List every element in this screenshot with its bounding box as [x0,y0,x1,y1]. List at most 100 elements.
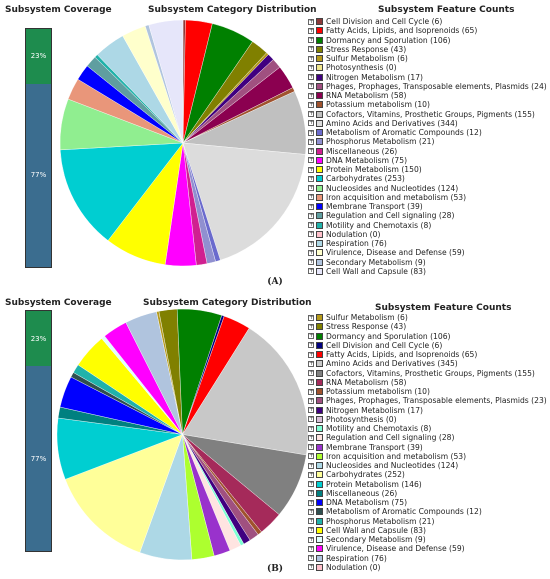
expand-icon[interactable]: + [308,387,315,395]
legend-label: Potassium metabolism (10) [326,100,430,110]
expand-icon[interactable]: + [308,489,315,497]
expand-icon[interactable]: + [308,110,315,118]
legend-item: + Nucleosides and Nucleotides (124) [308,461,547,470]
expand-icon[interactable]: + [308,45,315,53]
legend-label: Respiration (76) [326,239,387,249]
legend-swatch [316,536,323,544]
legend-item: + Membrane Transport (39) [308,202,547,211]
expand-icon[interactable]: + [308,100,315,108]
legend-label: Nucleosides and Nucleotides (124) [326,183,459,193]
legend-swatch [316,563,323,571]
expand-icon[interactable]: + [308,73,315,81]
legend-label: Phosphorus Metabolism (21) [326,137,435,147]
coverage-bar: 23% 77% [25,310,52,552]
legend-swatch [316,462,323,470]
legend-item: + Cofactors, Vitamins, Prosthetic Groups,… [308,110,547,119]
legend-label: Carbohydrates (253) [326,174,405,184]
pie-slice [182,327,309,456]
expand-icon[interactable]: + [308,443,315,451]
expand-icon[interactable]: + [308,267,315,275]
legend-item: + Photosynthesis (0) [308,415,547,424]
expand-icon[interactable]: + [308,332,315,340]
expand-icon[interactable]: + [308,193,315,201]
legend-item: + Potassium metabolism (10) [308,100,547,109]
legend-item: + Regulation and Cell signaling (28) [308,211,547,220]
legend-item: + RNA Metabolism (58) [308,91,547,100]
expand-icon[interactable]: + [308,424,315,432]
legend-item: + DNA Metabolism (75) [308,156,547,165]
legend-swatch [316,443,323,451]
expand-icon[interactable]: + [308,507,315,515]
expand-icon[interactable]: + [308,406,315,414]
legend-label: Nodulation (0) [326,562,381,572]
expand-icon[interactable]: + [308,470,315,478]
legend-item: + Nucleosides and Nucleotides (124) [308,184,547,193]
expand-icon[interactable]: + [308,396,315,404]
expand-icon[interactable]: + [308,91,315,99]
legend-swatch [316,378,323,386]
expand-icon[interactable]: + [308,137,315,145]
expand-icon[interactable]: + [308,452,315,460]
expand-icon[interactable]: + [308,239,315,247]
expand-icon[interactable]: + [308,63,315,71]
expand-icon[interactable]: + [308,165,315,173]
expand-icon[interactable]: + [308,535,315,543]
expand-icon[interactable]: + [308,313,315,321]
legend-item: + DNA Metabolism (75) [308,498,547,507]
legend-swatch [316,212,323,220]
legend-item: + Dormancy and Sporulation (106) [308,332,547,341]
expand-icon[interactable]: + [308,554,315,562]
expand-icon[interactable]: + [308,211,315,219]
expand-icon[interactable]: + [308,480,315,488]
expand-icon[interactable]: + [308,184,315,192]
expand-icon[interactable]: + [308,563,315,571]
expand-icon[interactable]: + [308,221,315,229]
expand-icon[interactable]: + [308,230,315,238]
expand-icon[interactable]: + [308,517,315,525]
legend-label: Regulation and Cell signaling (28) [326,433,455,443]
expand-icon[interactable]: + [308,17,315,25]
expand-icon[interactable]: + [308,82,315,90]
expand-icon[interactable]: + [308,36,315,44]
expand-icon[interactable]: + [308,526,315,534]
legend-swatch [316,388,323,396]
expand-icon[interactable]: + [308,341,315,349]
legend-item: + Nitrogen Metabolism (17) [308,406,547,415]
expand-icon[interactable]: + [308,147,315,155]
expand-icon[interactable]: + [308,322,315,330]
expand-icon[interactable]: + [308,119,315,127]
legend-label: Carbohydrates (252) [326,470,405,480]
expand-icon[interactable]: + [308,433,315,441]
legend-item: + Metabolism of Aromatic Compounds (12) [308,507,547,516]
expand-icon[interactable]: + [308,350,315,358]
expand-icon[interactable]: + [308,498,315,506]
expand-icon[interactable]: + [308,128,315,136]
legend-item: + Phages, Prophages, Transposable element… [308,82,547,91]
legend-item: + Secondary Metabolism (9) [308,535,547,544]
legend-item: + Phosphorus Metabolism (21) [308,137,547,146]
expand-icon[interactable]: + [308,202,315,210]
expand-icon[interactable]: + [308,461,315,469]
legend-item: + Nodulation (0) [308,563,547,572]
legend-label: Nucleosides and Nucleotides (124) [326,461,459,471]
pie-slice [182,142,306,261]
legend-label: Amino Acids and Derivatives (344) [326,118,458,128]
expand-icon[interactable]: + [308,54,315,62]
expand-icon[interactable]: + [308,258,315,266]
legend-label: Cell Wall and Capsule (83) [326,525,426,535]
expand-icon[interactable]: + [308,415,315,423]
expand-icon[interactable]: + [308,369,315,377]
expand-icon[interactable]: + [308,248,315,256]
expand-icon[interactable]: + [308,156,315,164]
coverage-uncovered-label: 77% [30,454,47,463]
expand-icon[interactable]: + [308,359,315,367]
legend-label: Miscellaneous (26) [326,488,398,498]
panel-a: Subsystem Coverage Subsystem Category Di… [5,5,547,287]
expand-icon[interactable]: + [308,544,315,552]
legend-item: + Amino Acids and Derivatives (345) [308,359,547,368]
expand-icon[interactable]: + [308,26,315,34]
legend-swatch [316,82,323,90]
legend-swatch [316,184,323,192]
expand-icon[interactable]: + [308,378,315,386]
expand-icon[interactable]: + [308,174,315,182]
